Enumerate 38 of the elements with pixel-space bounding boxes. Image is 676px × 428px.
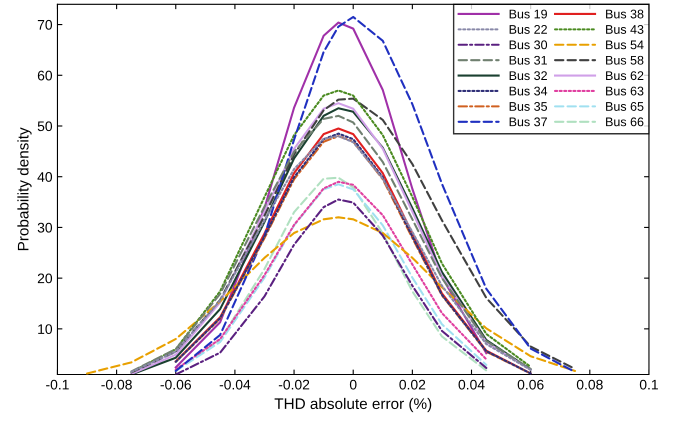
x-axis-title: THD absolute error (%) [274, 398, 432, 412]
legend-label: Bus 63 [606, 86, 644, 96]
legend-label: Bus 58 [606, 56, 644, 65]
x-tick-label: 0.1 [640, 380, 658, 390]
x-tick-label: -0.06 [160, 380, 191, 390]
y-tick-label: 30 [38, 222, 52, 233]
y-tick-label: 70 [38, 20, 52, 30]
y-tick-label: 20 [38, 273, 52, 284]
legend-label: Bus 62 [606, 71, 644, 80]
legend-label: Bus 37 [510, 117, 547, 126]
y-tick-label: 10 [38, 324, 52, 334]
line-series [86, 216, 576, 374]
legend-label: Bus 66 [606, 117, 644, 126]
x-tick-label: 0.08 [576, 380, 603, 390]
y-axis-title: Probability density [17, 127, 32, 250]
legend-label: Bus 38 [606, 10, 644, 18]
legend-label: Bus 32 [510, 71, 547, 80]
legend-label: Bus 54 [606, 40, 644, 50]
y-tick-label: 60 [38, 70, 52, 80]
legend-label: Bus 34 [510, 86, 548, 96]
x-tick-label: 0.02 [399, 380, 426, 390]
legend-label: Bus 31 [510, 56, 547, 65]
y-tick-label: 50 [38, 121, 52, 132]
x-tick-label: 0.06 [518, 380, 544, 390]
x-tick-label: -0.04 [220, 380, 250, 390]
line-series [174, 21, 488, 368]
legend-label: Bus 35 [510, 102, 548, 111]
x-tick-label: 0 [350, 380, 357, 390]
x-tick-label: -0.08 [101, 380, 132, 390]
x-tick-label: -0.02 [278, 380, 310, 390]
legend-label: Bus 19 [510, 10, 547, 18]
x-tick-label: 0.04 [458, 380, 485, 390]
legend-label: Bus 30 [510, 40, 548, 50]
x-tick-label: -0.1 [46, 380, 69, 390]
legend-label: Bus 22 [510, 25, 547, 34]
legend-label: Bus 65 [606, 102, 644, 111]
y-tick-label: 40 [37, 172, 52, 182]
legend-label: Bus 43 [606, 25, 644, 34]
